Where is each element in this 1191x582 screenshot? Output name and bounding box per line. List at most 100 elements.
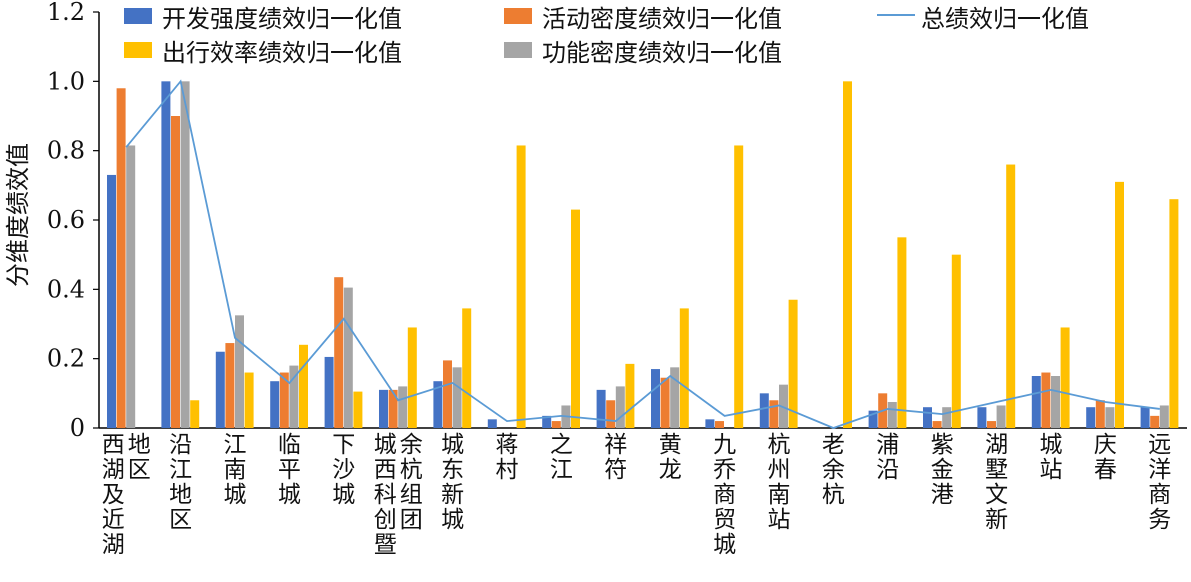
x-tick-char: 近 xyxy=(102,507,125,533)
x-tick-char: 杭 xyxy=(822,482,845,508)
x-tick-char: 沿 xyxy=(876,457,899,483)
x-tick-label: 庆春 xyxy=(1094,432,1117,483)
x-tick-char: 余 xyxy=(822,457,845,483)
bar xyxy=(542,415,552,428)
x-tick-char: 黄 xyxy=(659,432,682,458)
bar xyxy=(452,367,462,428)
x-tick-label: 临平城 xyxy=(278,432,301,508)
y-tick-label: 0.6 xyxy=(47,206,85,234)
y-tick-label: 0.2 xyxy=(47,345,85,373)
x-tick-label: 祥符 xyxy=(604,432,627,483)
x-tick-char: 务 xyxy=(1148,507,1171,533)
x-tick-char: 九 xyxy=(713,432,736,458)
bar xyxy=(923,407,932,428)
x-tick-char: 村 xyxy=(496,457,519,483)
legend-label: 出行效率绩效归一化值 xyxy=(162,39,402,67)
x-tick-label: 下沙城 xyxy=(332,432,355,508)
legend-label: 功能密度绩效归一化值 xyxy=(542,39,782,67)
x-tick-char: 站 xyxy=(768,507,791,533)
x-tick-char: 洋 xyxy=(1148,457,1171,483)
bar xyxy=(1031,376,1041,428)
x-tick-char: 新 xyxy=(985,507,1008,533)
x-tick-label: 紫金港 xyxy=(931,432,954,508)
x-tick-char: 南 xyxy=(224,457,247,483)
bar xyxy=(107,174,116,428)
bar xyxy=(343,287,353,428)
x-tick-char: 湖 xyxy=(102,532,125,558)
x-tick-char: 创 xyxy=(374,507,397,533)
bar xyxy=(1006,164,1016,429)
bar xyxy=(596,389,606,428)
x-tick-char: 西 xyxy=(102,432,125,458)
bar xyxy=(1051,376,1060,428)
bar xyxy=(407,327,417,428)
bar xyxy=(551,421,561,428)
y-tick-label: 0 xyxy=(70,414,85,442)
bar xyxy=(987,421,996,428)
bar xyxy=(1105,407,1115,428)
x-tick-char: 沙 xyxy=(332,457,355,483)
legend-label: 活动密度绩效归一化值 xyxy=(542,5,782,33)
bar xyxy=(769,400,779,428)
legend-item: 出行效率绩效归一化值 xyxy=(124,39,402,67)
bar xyxy=(235,315,244,428)
bar xyxy=(660,377,670,428)
legend-item: 开发强度绩效归一化值 xyxy=(124,5,402,33)
x-tick-char: 城 xyxy=(441,507,464,533)
x-tick-char: 东 xyxy=(441,457,464,483)
x-tick-char: 江 xyxy=(550,457,573,483)
bar xyxy=(606,400,616,428)
legend-item: 总绩效归一化值 xyxy=(877,5,1089,33)
legend-label: 开发强度绩效归一化值 xyxy=(162,5,402,33)
bar xyxy=(1159,405,1169,428)
x-tick-char: 江 xyxy=(224,432,247,458)
x-tick-char: 蒋 xyxy=(496,432,519,458)
bar xyxy=(615,386,625,428)
x-tick-char: 团 xyxy=(400,507,423,533)
x-tick-label: 城站 xyxy=(1040,432,1063,483)
legend-swatch xyxy=(504,42,532,58)
legend-swatch xyxy=(504,8,532,24)
bar xyxy=(289,365,299,428)
x-tick-char: 老 xyxy=(822,432,845,458)
x-tick-char: 站 xyxy=(1040,457,1063,483)
x-tick-char: 紫 xyxy=(931,432,954,458)
y-axis-label: 分维度绩效值 xyxy=(4,143,32,287)
x-tick-char: 区 xyxy=(128,457,151,483)
x-tick-label: 浦沿 xyxy=(876,432,899,483)
bar xyxy=(705,419,715,428)
bar xyxy=(679,308,689,428)
x-tick-char: 及 xyxy=(102,482,125,508)
bar xyxy=(1060,327,1070,428)
bar xyxy=(462,308,472,428)
bar xyxy=(1041,372,1051,428)
y-tick-label: 1.2 xyxy=(47,0,85,26)
y-tick-label: 1.0 xyxy=(47,67,85,95)
x-tick-char: 城 xyxy=(278,482,301,508)
x-tick-char: 商 xyxy=(1148,482,1171,508)
legend-item: 功能密度绩效归一化值 xyxy=(504,39,782,67)
x-tick-char: 商 xyxy=(713,482,736,508)
x-tick-char: 南 xyxy=(768,482,791,508)
legend-swatch xyxy=(124,8,152,24)
bar xyxy=(977,407,987,428)
bar xyxy=(487,419,497,428)
bar xyxy=(171,116,180,428)
x-tick-char: 暨 xyxy=(374,532,397,558)
x-tick-char: 港 xyxy=(931,482,954,508)
bars xyxy=(107,81,1179,429)
x-tick-char: 州 xyxy=(768,457,791,483)
x-tick-char: 金 xyxy=(931,457,954,483)
bar xyxy=(279,372,289,428)
bar xyxy=(715,421,724,428)
x-tick-char: 城 xyxy=(1040,432,1063,458)
bar xyxy=(1140,407,1150,428)
y-tick-label: 0.8 xyxy=(47,137,85,165)
x-tick-char: 杭 xyxy=(768,432,791,458)
x-tick-char: 城 xyxy=(441,432,464,458)
x-tick-char: 地 xyxy=(128,432,151,458)
x-tick-char: 江 xyxy=(169,457,192,483)
